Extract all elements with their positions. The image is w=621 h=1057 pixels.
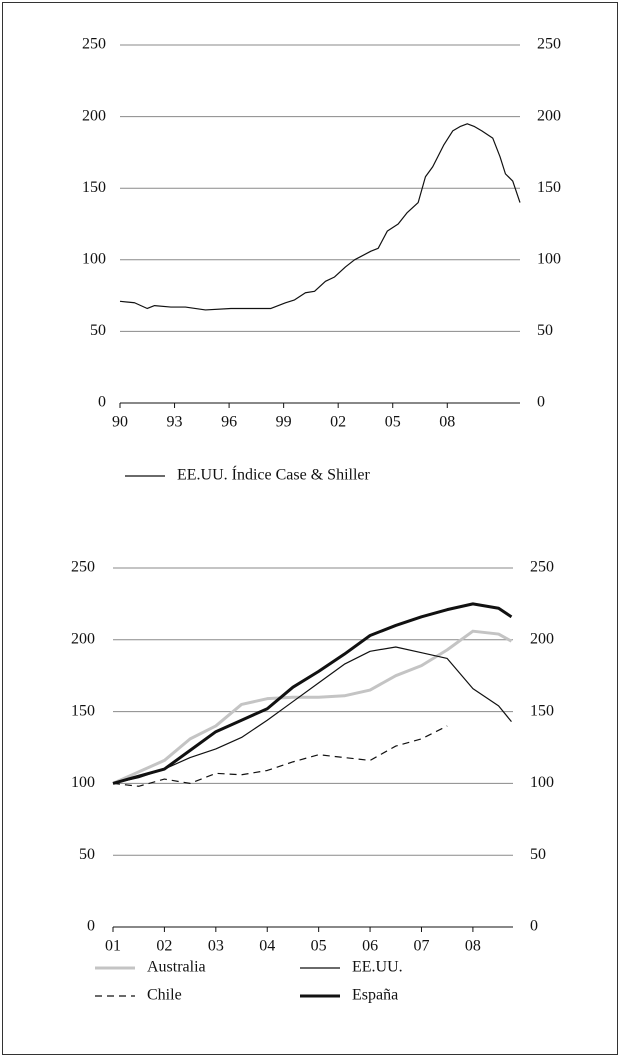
y2-tick-label: 50	[537, 322, 553, 339]
x-tick-label: 08	[465, 938, 481, 955]
y2-tick-label: 100	[537, 250, 561, 267]
y2-tick-label: 250	[530, 559, 554, 576]
legend-label: Chile	[147, 987, 182, 1004]
y-tick-label: 50	[90, 322, 106, 339]
x-tick-label: 99	[276, 414, 292, 431]
y-tick-label: 200	[71, 630, 95, 647]
y-tick-label: 0	[87, 918, 95, 935]
x-tick-label: 96	[221, 414, 237, 431]
y-tick-label: 100	[82, 250, 106, 267]
legend-label: España	[352, 987, 398, 1004]
y-tick-label: 100	[71, 774, 95, 791]
series-line	[112, 725, 448, 787]
legend-label: EE.UU. Índice Case & Shiller	[177, 465, 371, 484]
y2-tick-label: 150	[537, 179, 561, 196]
y-tick-label: 150	[82, 179, 106, 196]
y2-tick-label: 50	[530, 846, 546, 863]
x-tick-label: 01	[105, 938, 121, 955]
x-tick-label: 07	[413, 938, 429, 955]
series-line	[112, 646, 512, 784]
y2-tick-label: 200	[530, 630, 554, 647]
y-tick-label: 200	[82, 107, 106, 124]
x-tick-label: 08	[439, 414, 455, 431]
x-tick-label: 02	[156, 938, 172, 955]
y-tick-label: 50	[79, 846, 95, 863]
x-tick-label: 90	[112, 414, 128, 431]
series-line	[112, 602, 513, 785]
x-tick-label: 02	[330, 414, 346, 431]
x-tick-label: 93	[167, 414, 183, 431]
y2-tick-label: 200	[537, 107, 561, 124]
series-line	[112, 629, 513, 785]
x-tick-label: 06	[362, 938, 378, 955]
x-tick-label: 03	[208, 938, 224, 955]
y2-tick-label: 150	[530, 702, 554, 719]
x-tick-label: 04	[259, 938, 275, 955]
y2-tick-label: 100	[530, 774, 554, 791]
y-tick-label: 150	[71, 702, 95, 719]
x-tick-label: 05	[385, 414, 401, 431]
y2-tick-label: 0	[530, 918, 538, 935]
x-tick-label: 05	[311, 938, 327, 955]
y-tick-label: 250	[71, 559, 95, 576]
legend-label: Australia	[147, 959, 206, 976]
legend-label: EE.UU.	[352, 959, 403, 976]
y-tick-label: 0	[98, 394, 106, 411]
series-line	[119, 123, 521, 311]
y2-tick-label: 250	[537, 36, 561, 53]
y2-tick-label: 0	[537, 394, 545, 411]
y-tick-label: 250	[82, 36, 106, 53]
